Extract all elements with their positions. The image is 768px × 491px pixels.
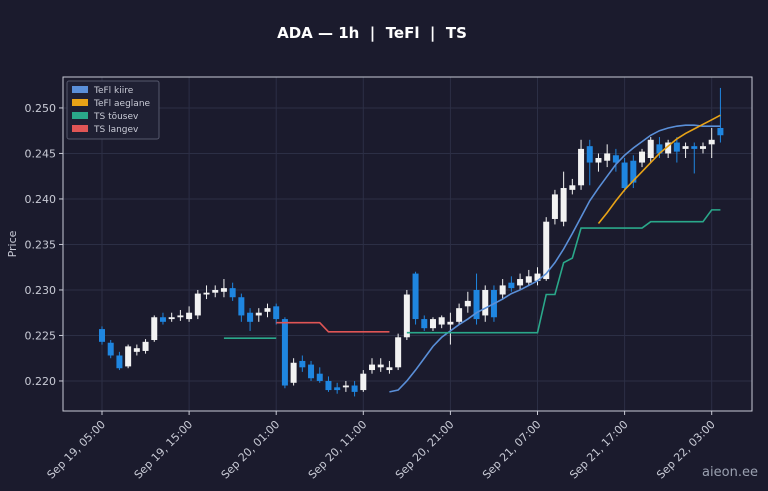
candle-body xyxy=(351,385,358,392)
legend-label: TeFl kiire xyxy=(93,86,134,96)
candle-body xyxy=(639,151,646,163)
y-tick-label: 0.240 xyxy=(25,193,57,206)
chart-title: ADA — 1h | TeFl | TS xyxy=(277,24,467,43)
candle-body xyxy=(447,321,454,325)
candle-body xyxy=(395,337,402,368)
legend-swatch xyxy=(72,99,88,106)
indicator-line xyxy=(597,114,721,225)
candle-body xyxy=(464,300,471,307)
candle-body xyxy=(534,273,541,281)
candle-body xyxy=(264,308,271,312)
candle-body xyxy=(290,362,297,383)
candle-body xyxy=(699,146,706,149)
candle-body xyxy=(717,127,724,136)
candle-body xyxy=(168,317,175,320)
candle-body xyxy=(578,148,585,186)
legend-swatch xyxy=(72,86,88,93)
legend-box xyxy=(66,80,160,140)
candle-body xyxy=(647,139,654,158)
candle-body xyxy=(691,146,698,149)
candle-body xyxy=(273,306,280,320)
candle-body xyxy=(630,160,637,183)
candle-body xyxy=(386,367,393,371)
candle-body xyxy=(142,341,149,351)
candle-body xyxy=(482,289,489,316)
candle-body xyxy=(551,194,558,219)
candle-body xyxy=(621,162,628,189)
candle-body xyxy=(456,308,463,322)
candle-body xyxy=(586,146,593,163)
candle-body xyxy=(325,380,332,391)
candle-body xyxy=(499,285,506,295)
candle-body xyxy=(560,188,567,222)
candle-body xyxy=(508,282,515,289)
candle-body xyxy=(604,153,611,161)
legend-swatch xyxy=(72,112,88,119)
candle-body xyxy=(151,317,158,341)
legend-swatch xyxy=(72,125,88,132)
candle-body xyxy=(673,142,680,152)
candle-body xyxy=(281,319,288,386)
candle-body xyxy=(612,155,619,163)
candle-body xyxy=(194,293,201,316)
candle-body xyxy=(316,373,323,381)
candle-body xyxy=(203,292,210,295)
candle-body xyxy=(107,342,114,356)
candle-body xyxy=(656,144,663,154)
indicator-line xyxy=(406,209,721,334)
candle-body xyxy=(708,139,715,145)
candle-body xyxy=(403,294,410,338)
candle-body xyxy=(177,315,184,318)
candle-body xyxy=(342,385,349,388)
candle-body xyxy=(159,317,166,322)
candle-body xyxy=(569,185,576,190)
candle-body xyxy=(125,346,132,367)
indicator-line xyxy=(389,124,721,393)
y-axis-label: Price xyxy=(6,230,19,257)
candle-body xyxy=(595,157,602,163)
y-tick-label: 0.225 xyxy=(25,329,57,342)
legend-label: TeFl aeglane xyxy=(93,99,151,109)
candle-body xyxy=(247,312,254,322)
candle-body xyxy=(377,364,384,368)
candle-body xyxy=(360,373,367,391)
candle-body xyxy=(429,319,436,329)
candle-body xyxy=(238,297,245,316)
candle-body xyxy=(525,276,532,283)
candle-body xyxy=(99,329,105,342)
candle-body xyxy=(421,319,428,329)
candle-body xyxy=(543,221,550,280)
candle-body xyxy=(186,312,193,320)
y-tick-label: 0.220 xyxy=(25,375,57,388)
candle-body xyxy=(517,279,524,286)
candle-body xyxy=(255,312,262,316)
legend-label: TS tõusev xyxy=(93,112,139,122)
candle-body xyxy=(133,348,140,352)
watermark: aieon.ee xyxy=(702,465,758,480)
candle-body xyxy=(220,288,227,292)
candle-body xyxy=(116,355,123,369)
plot-frame xyxy=(62,76,753,412)
y-tick-label: 0.235 xyxy=(25,238,57,251)
candle-body xyxy=(334,387,341,391)
candle-body xyxy=(682,146,689,149)
candle-body xyxy=(412,273,419,320)
candle-body xyxy=(308,364,315,379)
candle-body xyxy=(369,364,376,371)
indicator-line xyxy=(276,321,390,333)
legend-label: TS langev xyxy=(93,125,139,135)
candle-body xyxy=(473,289,480,320)
candle-body xyxy=(665,142,672,154)
candle-body xyxy=(229,288,236,298)
candle-body xyxy=(212,289,219,293)
y-tick-label: 0.230 xyxy=(25,284,57,297)
candle-body xyxy=(299,360,306,368)
candle-body xyxy=(438,317,445,325)
y-tick-label: 0.245 xyxy=(25,147,57,160)
y-tick-label: 0.250 xyxy=(25,102,57,115)
